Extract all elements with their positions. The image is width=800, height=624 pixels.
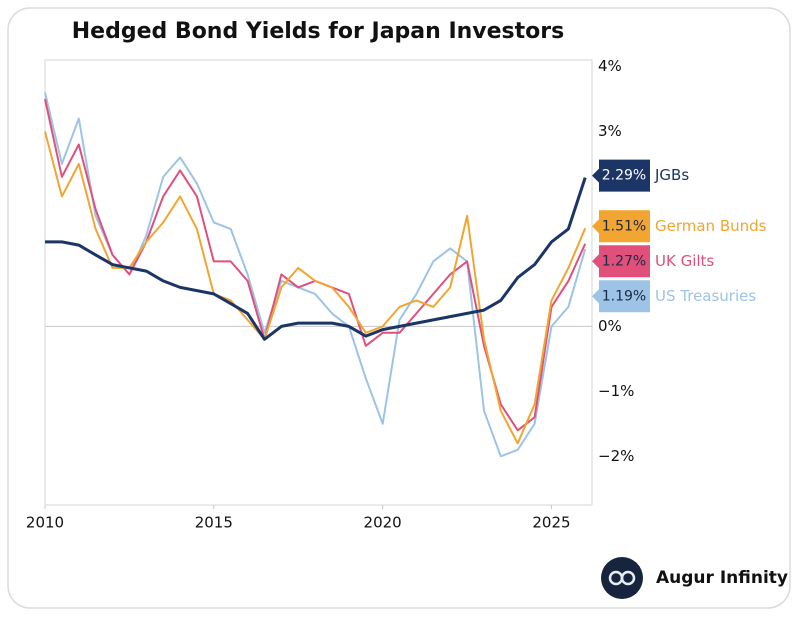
y-tick-label: 3% [598, 122, 622, 140]
series-line [44, 131, 587, 445]
legend-label: German Bunds [655, 217, 767, 235]
series-line [45, 177, 587, 341]
x-tick-label: 2025 [532, 514, 570, 532]
y-tick-label: −1% [598, 382, 634, 400]
x-tick-label: 2015 [195, 514, 233, 532]
end-tag: 2.29% JGBs [592, 159, 689, 192]
end-tag: 1.51% German Bunds [592, 210, 767, 243]
y-tick-label: −2% [598, 447, 634, 465]
end-tag-box [592, 210, 650, 243]
end-value-label: 1.27% [602, 253, 646, 269]
legend-label: JGBs [654, 166, 689, 184]
legend-label: UK Gilts [655, 252, 714, 270]
end-tag-box [592, 245, 650, 278]
x-tick-label: 2020 [364, 514, 402, 532]
end-tag: 1.19% US Treasuries [592, 280, 756, 313]
plot-frame [44, 59, 593, 506]
end-value-label: 1.51% [602, 218, 646, 234]
legend-label: US Treasuries [655, 287, 756, 305]
end-tag-box [592, 159, 650, 192]
y-tick-label: 0% [598, 317, 622, 335]
brand-name: Augur Infinity [656, 568, 788, 588]
brand-logo [601, 557, 643, 599]
x-tick-label: 2010 [26, 514, 64, 532]
end-tag: 1.27% UK Gilts [592, 245, 714, 278]
y-tick-label: 4% [598, 57, 622, 75]
end-tag-box [592, 280, 650, 313]
end-value-label: 2.29% [602, 168, 646, 184]
chart-title: Hedged Bond Yields for Japan Investors [72, 19, 564, 44]
end-value-label: 1.19% [602, 288, 646, 304]
